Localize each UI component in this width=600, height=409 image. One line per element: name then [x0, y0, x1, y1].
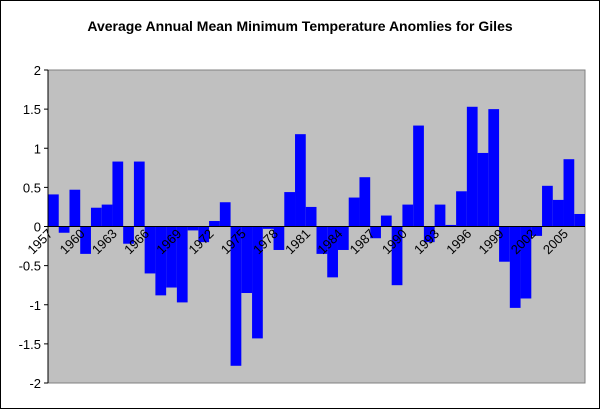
bar — [413, 125, 424, 227]
bar — [531, 226, 543, 236]
y-tick-label: -1.5 — [19, 337, 41, 352]
bar — [370, 226, 381, 239]
y-tick-label: 0 — [34, 220, 41, 235]
bar — [552, 199, 564, 227]
y-tick-label: 1 — [34, 141, 41, 156]
bar — [273, 226, 285, 250]
y-tick-label: 1.5 — [23, 102, 41, 117]
bar — [123, 226, 134, 244]
bar — [423, 226, 435, 243]
chart-title: Average Annual Mean Minimum Temperature … — [87, 18, 512, 34]
bar — [391, 226, 403, 286]
bar — [509, 226, 521, 308]
bar — [48, 194, 59, 227]
bar — [112, 161, 124, 227]
bar — [574, 213, 585, 227]
bar — [80, 226, 91, 254]
bar — [563, 159, 575, 227]
bar — [295, 134, 306, 227]
bar — [445, 224, 457, 227]
bar — [209, 221, 220, 227]
bar — [327, 226, 338, 278]
bar — [262, 226, 274, 229]
bar — [176, 226, 188, 303]
bar — [337, 226, 349, 250]
bar — [58, 226, 70, 233]
bar — [348, 197, 360, 227]
bar — [316, 226, 328, 254]
y-tick-label: -1 — [29, 298, 41, 313]
bar — [198, 226, 210, 243]
bar — [241, 226, 253, 294]
bar — [380, 215, 392, 227]
bar — [219, 202, 231, 227]
bar — [305, 206, 317, 227]
bar — [101, 204, 113, 227]
bar — [284, 192, 296, 227]
bar — [542, 185, 553, 227]
bar — [155, 226, 167, 296]
bar — [466, 106, 478, 227]
y-tick-label: -2 — [29, 376, 41, 391]
bar — [488, 109, 500, 227]
bar — [499, 226, 510, 262]
bar — [144, 226, 156, 274]
bar — [520, 226, 532, 299]
bar — [166, 226, 177, 288]
bar — [359, 177, 371, 227]
bar — [133, 161, 145, 227]
y-tick-label: -0.5 — [19, 259, 41, 274]
bar — [252, 226, 263, 339]
bar — [402, 204, 414, 227]
y-tick-label: 2 — [34, 63, 41, 78]
bar — [434, 204, 446, 227]
bar — [230, 226, 242, 366]
y-tick-label: 0.5 — [23, 180, 41, 195]
bar — [187, 226, 199, 231]
bar — [456, 191, 467, 227]
bar — [90, 207, 102, 227]
bar — [477, 152, 489, 227]
bar — [69, 189, 81, 227]
